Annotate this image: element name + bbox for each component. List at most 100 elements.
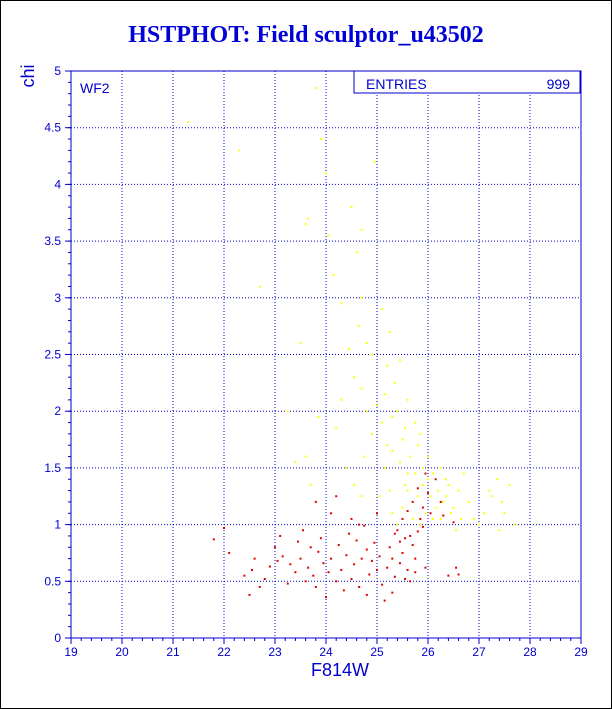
red-data-point: [314, 585, 317, 588]
red-data-point: [276, 559, 279, 562]
yellow-data-point: [258, 285, 261, 288]
red-data-point: [345, 554, 348, 557]
yellow-data-point: [363, 455, 366, 458]
red-data-point: [452, 521, 455, 524]
y-axis-label: chi: [18, 64, 38, 87]
red-data-point: [350, 578, 353, 581]
yellow-data-point: [370, 432, 373, 435]
yellow-data-point: [187, 121, 190, 124]
yellow-data-point: [304, 455, 307, 458]
red-data-point: [302, 529, 305, 532]
yellow-data-point: [396, 523, 399, 526]
yellow-data-point: [472, 517, 475, 520]
chart-title: HSTPHOT: Field sculptor_u43502: [128, 22, 484, 48]
yellow-data-point: [500, 500, 503, 503]
x-tick-label: 29: [574, 645, 588, 659]
yellow-data-point: [360, 495, 363, 498]
red-data-point: [406, 509, 409, 512]
red-data-point: [360, 557, 363, 560]
yellow-data-point: [427, 478, 429, 481]
yellow-data-point: [327, 234, 330, 237]
stats-box: ENTRIES 999: [353, 70, 581, 94]
red-data-point: [358, 523, 361, 526]
yellow-data-point: [444, 478, 447, 481]
yellow-data-point: [393, 381, 396, 384]
yellow-data-point: [345, 466, 348, 469]
red-data-point: [309, 546, 312, 549]
red-data-point: [337, 544, 340, 547]
yellow-data-point: [411, 517, 414, 520]
yellow-data-point: [299, 342, 302, 345]
red-data-point: [294, 571, 297, 574]
plot-frame: [70, 70, 582, 639]
red-data-point: [286, 582, 289, 585]
red-data-point: [424, 566, 427, 569]
red-data-point: [368, 573, 371, 576]
red-data-point: [411, 500, 414, 503]
yellow-data-point: [396, 410, 399, 413]
yellow-data-point: [421, 466, 424, 469]
red-data-point: [296, 540, 299, 543]
red-data-point: [388, 546, 391, 549]
y-tick-label: 0: [54, 631, 61, 645]
yellow-data-point: [388, 489, 391, 492]
panel-label: WF2: [80, 80, 110, 96]
red-data-point: [228, 551, 231, 554]
red-data-point: [393, 575, 396, 578]
red-data-point: [365, 548, 368, 551]
yellow-data-point: [373, 160, 376, 163]
yellow-data-point: [452, 506, 455, 509]
y-tick-label: 0.5: [44, 574, 61, 588]
red-data-point: [248, 593, 251, 596]
red-data-point: [317, 550, 320, 553]
yellow-data-point: [398, 359, 401, 362]
red-data-point: [447, 574, 450, 577]
x-tick-label: 20: [115, 645, 129, 659]
red-data-point: [424, 472, 427, 475]
red-data-point: [421, 525, 424, 528]
red-data-point: [401, 517, 404, 520]
yellow-data-point: [416, 444, 419, 447]
red-data-point: [396, 529, 399, 532]
red-data-point: [325, 596, 327, 599]
yellow-data-point: [360, 387, 363, 390]
yellow-data-point: [294, 461, 297, 464]
x-tick-label: 28: [523, 645, 537, 659]
points-layer: [187, 87, 516, 602]
yellow-data-point: [376, 404, 378, 407]
yellow-data-point: [386, 444, 389, 447]
red-data-point: [281, 555, 284, 558]
yellow-data-point: [381, 308, 384, 311]
yellow-data-point: [391, 512, 394, 515]
yellow-data-point: [503, 512, 506, 515]
yellow-data-point: [449, 512, 452, 515]
y-tick-label: 5: [54, 64, 61, 78]
yellow-data-point: [353, 483, 356, 486]
yellow-data-point: [498, 529, 501, 532]
red-data-point: [258, 585, 261, 588]
yellow-data-point: [462, 472, 465, 475]
yellow-data-point: [358, 325, 361, 328]
x-axis-label: F814W: [311, 660, 369, 680]
x-tick-label: 24: [319, 645, 333, 659]
red-data-point: [212, 538, 215, 541]
red-data-point: [455, 566, 458, 569]
red-data-point: [223, 527, 225, 530]
y-tick-label: 3.5: [44, 234, 61, 248]
yellow-data-point: [409, 455, 412, 458]
yellow-data-point: [360, 228, 363, 231]
yellow-data-point: [286, 410, 289, 413]
axis-layer: 19 20 21 22 23 24 25 26 27 28 29 0 0.5 1 1.5 2 2.5 3 3.5 4 4…: [44, 64, 588, 659]
red-data-point: [429, 512, 432, 515]
red-data-point: [299, 557, 302, 560]
yellow-data-point: [432, 472, 435, 475]
red-data-point: [370, 559, 373, 562]
yellow-data-point: [439, 517, 442, 520]
red-data-point: [393, 532, 396, 535]
x-tick-label: 23: [268, 645, 282, 659]
yellow-data-point: [406, 398, 409, 401]
y-tick-label: 3: [54, 291, 61, 305]
yellow-data-point: [513, 523, 516, 526]
yellow-data-point: [314, 87, 317, 90]
yellow-data-point: [434, 506, 437, 509]
